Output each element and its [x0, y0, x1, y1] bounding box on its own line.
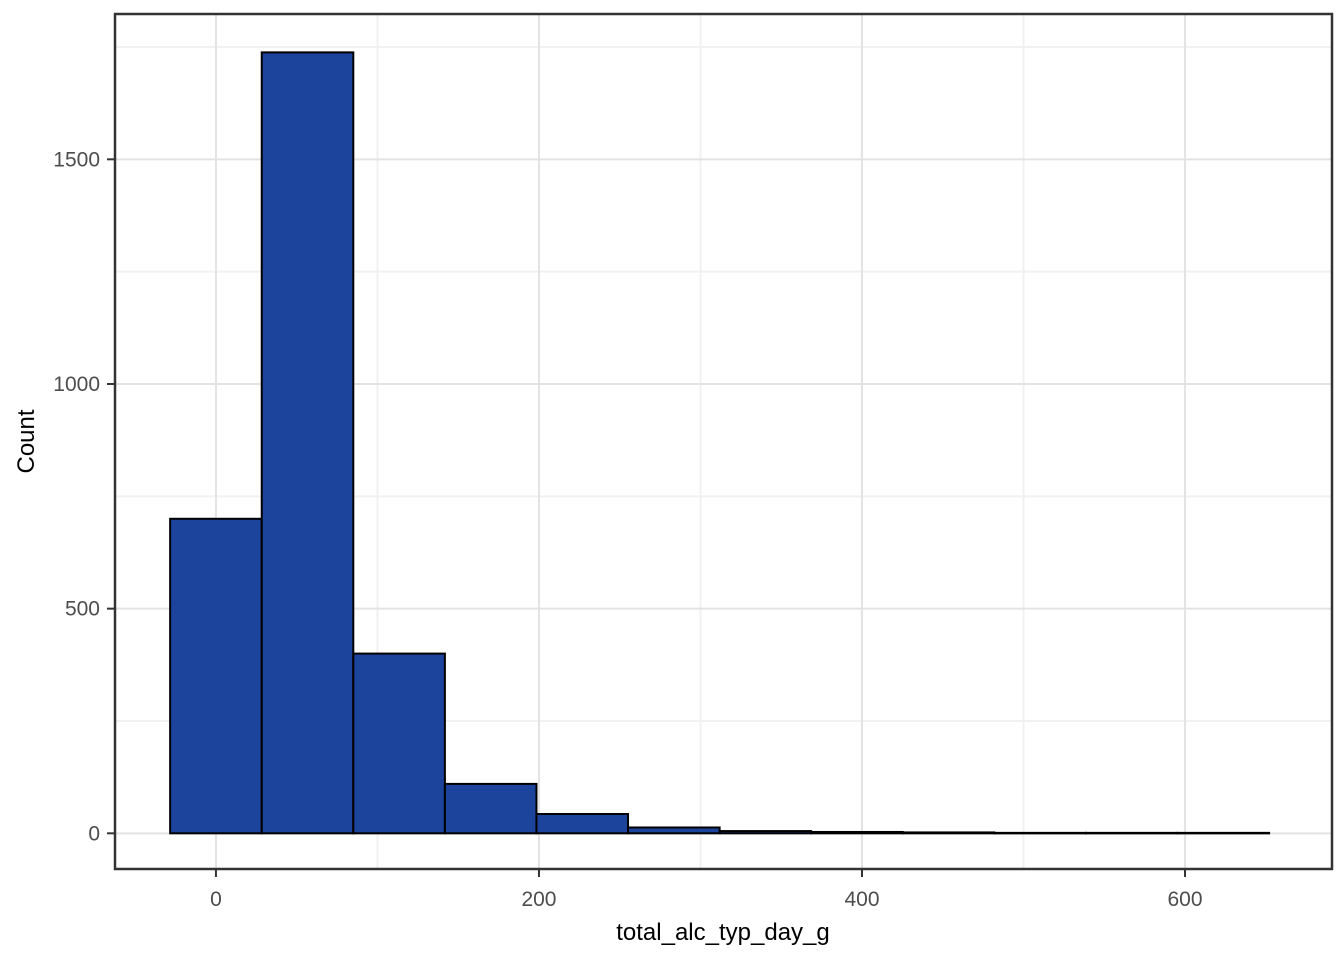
y-axis-title: Count	[13, 409, 40, 473]
y-axis-tick-label: 1000	[53, 373, 100, 396]
x-axis-title: total_alc_typ_day_g	[616, 919, 830, 946]
x-axis-tick-label: 400	[844, 888, 879, 911]
x-axis-tick-label: 0	[210, 888, 222, 911]
y-axis-tick-label: 1500	[53, 148, 100, 171]
histogram-bar	[1176, 831, 1271, 835]
panel-border	[113, 12, 1334, 871]
histogram-bar	[718, 830, 813, 835]
histogram-bar	[535, 813, 630, 835]
x-axis-tick-label: 600	[1167, 888, 1202, 911]
y-axis-tick-label: 500	[65, 598, 100, 621]
y-axis-tick-label: 0	[88, 822, 100, 845]
histogram-bar	[1084, 831, 1179, 835]
histogram-bar	[260, 51, 355, 835]
histogram-bar	[443, 782, 538, 835]
histogram-bar	[627, 826, 721, 835]
histogram-bar	[993, 831, 1087, 835]
x-axis-tick-label: 200	[521, 888, 556, 911]
histogram-bar	[901, 831, 996, 835]
histogram-bar	[352, 652, 446, 835]
histogram-bar	[169, 517, 263, 835]
histogram-bar	[810, 830, 904, 835]
